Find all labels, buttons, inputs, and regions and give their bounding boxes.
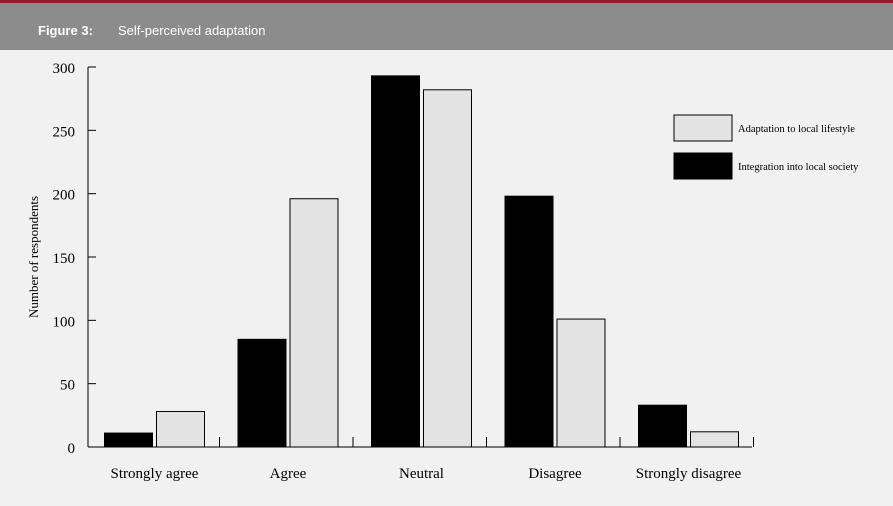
legend-label: Integration into local society	[738, 162, 859, 173]
y-tick-label: 0	[68, 441, 76, 457]
integration-bar	[638, 404, 687, 448]
figure-number: Figure 3:	[38, 23, 93, 38]
y-tick-label: 150	[53, 251, 76, 267]
y-tick-label: 100	[53, 314, 76, 330]
adaptation-bar	[690, 431, 739, 448]
integration-bar	[371, 75, 420, 448]
adaptation-bar	[556, 318, 606, 448]
x-tick-label: Disagree	[528, 466, 582, 482]
x-tick-label: Strongly disagree	[636, 466, 742, 482]
adaptation-bar	[156, 411, 205, 448]
y-tick-label: 200	[53, 188, 76, 204]
adaptation-bar	[289, 198, 339, 448]
top-rule	[0, 0, 893, 3]
x-tick-label: Strongly agree	[111, 466, 199, 482]
legend-label: Adaptation to local lifestyle	[738, 124, 855, 135]
figure-title: Self-perceived adaptation	[118, 23, 266, 38]
y-axis-label: Number of respondents	[26, 196, 41, 318]
x-tick-label: Agree	[270, 466, 307, 482]
legend-swatch	[673, 114, 733, 142]
y-tick-label: 300	[53, 61, 76, 77]
figure-header: Figure 3: Self-perceived adaptation	[0, 3, 893, 50]
legend-swatch	[673, 152, 733, 180]
integration-bar	[504, 195, 554, 448]
integration-bar	[237, 338, 287, 448]
y-tick-label: 50	[60, 378, 75, 394]
x-tick-label: Neutral	[399, 466, 444, 482]
adaptation-bar	[423, 89, 472, 448]
y-tick-label: 250	[53, 124, 76, 140]
integration-bar	[104, 432, 153, 448]
